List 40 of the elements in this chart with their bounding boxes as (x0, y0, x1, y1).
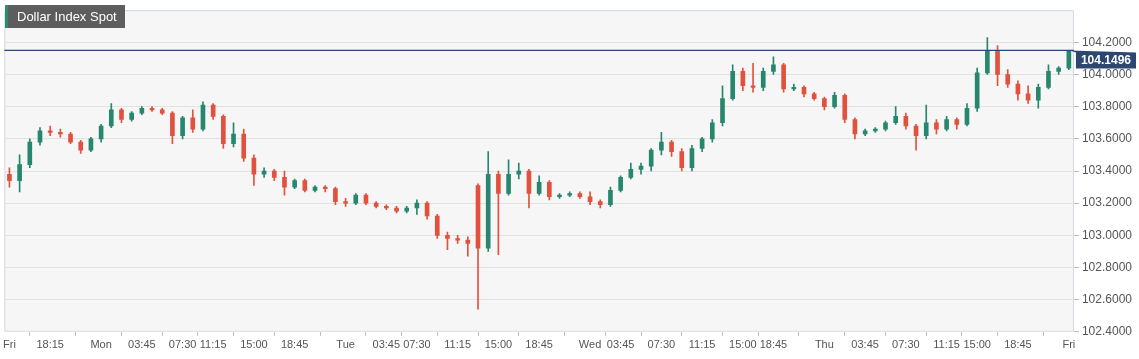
x-tick-label: Wed (578, 338, 602, 351)
x-tick-label: 18:15 (36, 338, 64, 351)
x-tick-label: 07:30 (647, 338, 676, 351)
x-tick-label: 11:15 (444, 338, 471, 351)
x-tick-label: Fri (3, 338, 16, 351)
x-tick-label: 03:45 (851, 338, 879, 351)
x-tick-label: Fri (1062, 338, 1076, 351)
x-tick-label: 18:45 (280, 338, 309, 351)
x-tick-label: 15:00 (963, 338, 991, 351)
chart-title: Dollar Index Spot (5, 5, 125, 28)
x-tick-label: 03:45 (128, 338, 156, 351)
x-tick-label: Tue (336, 338, 355, 351)
x-tick-label: Thu (814, 338, 834, 351)
candlestick (750, 62, 756, 93)
x-tick-label: 07:30 (403, 338, 431, 351)
y-tick-label: 104.2000 (1081, 34, 1133, 49)
y-tick-label: 102.4000 (1081, 324, 1133, 339)
x-tick-label: Mon (90, 338, 112, 351)
x-tick-label: 07:30 (168, 338, 197, 351)
y-tick-label: 103.0000 (1081, 227, 1133, 242)
x-tick-label: 11:15 (933, 338, 960, 351)
x-tick-label: 03:45 (372, 338, 401, 351)
x-tick-label: 11:15 (688, 338, 716, 351)
x-tick-label: 15:00 (729, 338, 757, 351)
x-tick-label: 03:45 (606, 338, 635, 351)
x-tick-label: 15:00 (484, 338, 513, 351)
x-tick-label: 11:15 (199, 338, 227, 351)
y-tick-label: 103.6000 (1081, 131, 1133, 146)
x-tick-label: 18:45 (525, 338, 553, 351)
x-tick-label: 15:00 (240, 338, 268, 351)
x-tick-label: 07:30 (892, 338, 920, 351)
y-tick-label: 104.0000 (1081, 66, 1133, 81)
y-tick-label: 103.4000 (1081, 163, 1133, 178)
x-tick-label: 18:45 (759, 338, 788, 351)
y-tick-label: 103.8000 (1081, 98, 1133, 113)
ref-line-label: 104.1496 (1080, 52, 1132, 67)
y-tick-label: 103.2000 (1081, 195, 1133, 210)
y-tick-label: 102.6000 (1081, 291, 1133, 306)
x-tick-label: 18:45 (1004, 338, 1032, 351)
y-tick-label: 102.8000 (1081, 259, 1133, 274)
